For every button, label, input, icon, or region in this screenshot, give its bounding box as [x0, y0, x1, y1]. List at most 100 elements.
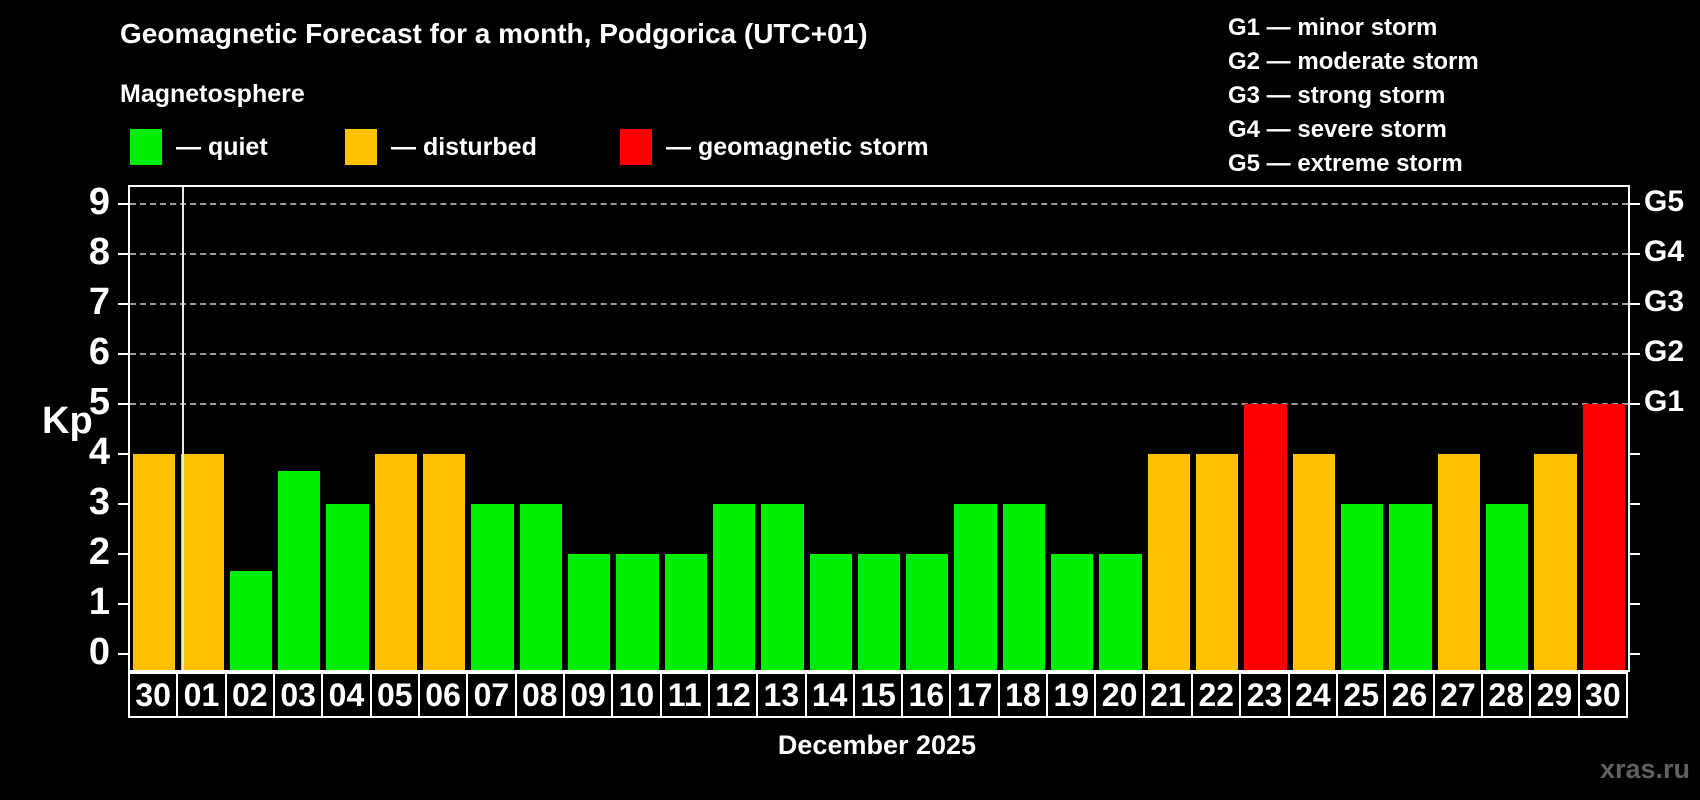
- g-label-g2: G2: [1644, 335, 1685, 369]
- kp-bar-day-01: [181, 454, 224, 670]
- g-label-g1: G1: [1644, 385, 1685, 419]
- x-day-label-24: 24: [1287, 672, 1339, 718]
- chart-title: Geomagnetic Forecast for a month, Podgor…: [120, 18, 868, 49]
- x-day-label-12: 12: [707, 672, 759, 718]
- y-tick-label-2: 2: [88, 531, 110, 574]
- kp-bar-day-14: [809, 554, 852, 670]
- x-day-label-29: 29: [1529, 672, 1580, 718]
- x-day-label-17: 17: [949, 672, 1000, 718]
- kp-bar-day-24: [1292, 454, 1336, 670]
- x-day-label-07: 07: [466, 672, 517, 718]
- storm-scale-g5: G5 — extreme storm: [1228, 150, 1463, 177]
- x-day-label-16: 16: [901, 672, 952, 718]
- kp-bar-day-16: [906, 554, 949, 670]
- y-axis-label: Kp: [42, 400, 93, 442]
- quiet-swatch-icon: [130, 129, 162, 165]
- y-tick-right-8: [1630, 253, 1640, 256]
- y-tick-label-5: 5: [88, 381, 110, 424]
- x-axis-month-label: December 2025: [777, 730, 977, 760]
- y-tick-left-4: [118, 453, 128, 456]
- y-tick-right-7: [1630, 303, 1640, 306]
- y-tick-label-9: 9: [88, 181, 110, 224]
- x-day-label-04: 04: [321, 672, 372, 718]
- y-tick-left-3: [118, 503, 128, 506]
- kp-bar-day-22: [1196, 454, 1239, 670]
- gridline-kp9: [130, 203, 1628, 206]
- y-tick-label-1: 1: [88, 581, 110, 624]
- legend-label-disturbed: — disturbed: [391, 132, 537, 161]
- x-day-label-06: 06: [417, 672, 469, 718]
- kp-bar-day-04: [326, 504, 369, 670]
- kp-bar-day-23: [1244, 404, 1287, 670]
- storm-scale-g2: G2 — moderate storm: [1228, 48, 1479, 75]
- storm-swatch-icon: [620, 129, 652, 165]
- y-tick-left-9: [118, 203, 128, 206]
- x-day-label-30: 30: [1577, 672, 1628, 718]
- x-day-label-05: 05: [369, 672, 420, 718]
- y-tick-right-0: [1630, 653, 1640, 656]
- legend-item-disturbed: — disturbed: [345, 125, 537, 169]
- y-tick-left-1: [118, 603, 128, 606]
- x-day-label-14: 14: [804, 672, 855, 718]
- y-tick-left-2: [118, 553, 128, 556]
- y-tick-left-5: [118, 403, 128, 406]
- g-label-g3: G3: [1644, 285, 1685, 319]
- x-day-label-25: 25: [1336, 672, 1387, 718]
- x-day-label-23: 23: [1239, 672, 1290, 718]
- x-day-label-28: 28: [1481, 672, 1532, 718]
- disturbed-swatch-icon: [345, 129, 377, 165]
- kp-bar-day-03: [277, 470, 321, 670]
- storm-scale-g3: G3 — strong storm: [1228, 82, 1446, 109]
- x-day-label-09: 09: [562, 672, 614, 718]
- x-day-label-15: 15: [852, 672, 904, 718]
- y-tick-label-8: 8: [88, 231, 110, 274]
- legend-item-storm: — geomagnetic storm: [620, 125, 929, 169]
- y-tick-label-4: 4: [88, 431, 110, 474]
- kp-bar-day-12: [712, 504, 756, 670]
- x-day-label-08: 08: [514, 672, 565, 718]
- x-day-label-27: 27: [1432, 672, 1484, 718]
- y-tick-right-3: [1630, 503, 1640, 506]
- kp-bar-day-18: [1002, 504, 1046, 670]
- legend-label-storm: — geomagnetic storm: [666, 132, 929, 161]
- y-tick-right-1: [1630, 603, 1640, 606]
- kp-bar-day-07: [471, 504, 514, 670]
- kp-bar-day-30: [133, 454, 176, 670]
- storm-scale-g4: G4 — severe storm: [1228, 116, 1447, 143]
- chart-subtitle: Magnetosphere: [120, 80, 305, 108]
- month-separator-line: [182, 187, 185, 670]
- g-label-g4: G4: [1644, 235, 1685, 269]
- y-tick-right-6: [1630, 353, 1640, 356]
- kp-bar-day-21: [1147, 454, 1191, 670]
- x-day-label-10: 10: [611, 672, 662, 718]
- x-day-label-19: 19: [1046, 672, 1097, 718]
- gridline-kp8: [130, 253, 1628, 256]
- y-tick-label-0: 0: [88, 631, 110, 674]
- y-tick-left-8: [118, 253, 128, 256]
- x-day-label-03: 03: [272, 672, 324, 718]
- kp-bar-day-09: [567, 554, 611, 670]
- kp-bar-day-15: [857, 554, 901, 670]
- x-day-label-21: 21: [1142, 672, 1194, 718]
- legend-item-quiet: — quiet: [130, 125, 268, 169]
- x-day-label-26: 26: [1384, 672, 1435, 718]
- kp-bar-day-29: [1534, 454, 1577, 670]
- x-day-label-13: 13: [756, 672, 807, 718]
- legend-label-quiet: — quiet: [176, 132, 268, 161]
- g-label-g5: G5: [1644, 185, 1685, 219]
- y-tick-label-6: 6: [88, 331, 110, 374]
- x-day-label-30: 30: [128, 672, 179, 718]
- x-day-label-18: 18: [997, 672, 1049, 718]
- y-tick-right-4: [1630, 453, 1640, 456]
- y-tick-left-7: [118, 303, 128, 306]
- kp-bar-day-19: [1051, 554, 1094, 670]
- y-tick-left-6: [118, 353, 128, 356]
- kp-bar-day-28: [1486, 504, 1529, 670]
- kp-bar-day-30: [1582, 404, 1625, 670]
- y-tick-left-0: [118, 653, 128, 656]
- x-day-label-02: 02: [224, 672, 275, 718]
- x-day-label-01: 01: [176, 672, 227, 718]
- kp-bar-day-13: [761, 504, 804, 670]
- x-day-label-20: 20: [1094, 672, 1145, 718]
